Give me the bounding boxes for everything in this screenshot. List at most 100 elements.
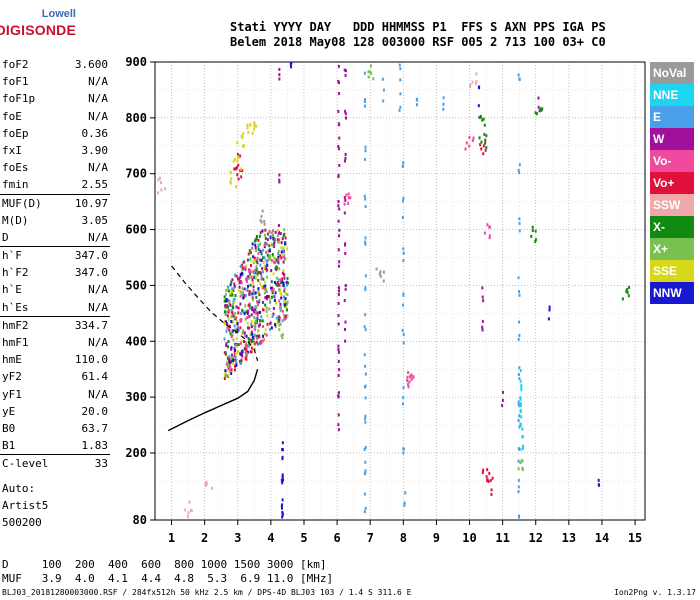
echo-point-f-cloud [233,346,236,350]
echo-point-f-cloud [239,318,242,322]
echo-point-sse [252,127,255,131]
echo-point-w [337,204,340,208]
echo-point-f-cloud [252,255,255,259]
echo-point-f-cloud [275,282,278,286]
param-row: B1 1.83 [0,437,110,454]
echo-point-e [364,384,367,388]
echo-point-f-cloud [247,303,250,307]
muf-row: MUF 3.9 4.0 4.1 4.4 4.8 5.3 6.9 11.0 [MH… [2,572,334,585]
echo-point-f-cloud [257,329,260,333]
echo-point-e [517,418,520,422]
echo-point-f-cloud [259,249,262,253]
echo-point-x- [369,70,372,74]
echo-point-x- [286,276,289,280]
echo-point-f-cloud [228,359,231,363]
echo-point-w [344,156,347,160]
echo-point-vo- [250,350,253,354]
param-row: yF1 N/A [0,386,110,403]
echo-point-f-cloud [258,293,261,297]
echo-point-f-cloud [280,277,283,281]
echo-point-f-cloud [247,342,250,346]
echo-point-f-cloud [224,312,227,316]
echo-point-w [337,293,340,297]
echo-point-x- [278,323,281,327]
echo-point-nnw [548,305,551,309]
echo-point-f-cloud [249,251,252,255]
echo-point-w [338,207,341,211]
echo-point-f-cloud [264,233,267,237]
echo-point-f-cloud [265,250,268,254]
echo-point-f-cloud [227,308,230,312]
echo-point-f-cloud [249,269,252,273]
echo-point-f-cloud [255,317,258,321]
echo-point-f-cloud [249,283,252,287]
echo-point-f-cloud [255,249,258,253]
echo-point-f-cloud [224,352,227,356]
echo-point-noval [260,214,263,218]
echo-point-e [399,78,402,82]
echo-point-w [537,105,540,109]
echo-point-e [401,215,404,219]
param-name: foF2 [2,58,29,71]
echo-point-f-cloud [224,292,227,296]
echo-point-x- [479,115,482,119]
echo-point-f-cloud [286,247,289,251]
echo-point-f-cloud [243,287,246,291]
echo-point-f-cloud [255,235,258,239]
echo-point-f-cloud [283,273,286,277]
echo-point-f-cloud [276,228,279,232]
echo-point-f-cloud [239,362,242,366]
echo-point-sse [249,123,252,127]
echo-point-f-cloud [262,325,265,329]
echo-point-f-cloud [251,332,254,336]
echo-point-f-cloud [258,300,261,304]
echo-point-x- [287,281,290,285]
echo-point-f-cloud [275,265,278,269]
echo-point-f-cloud [272,288,275,292]
echo-point-w [337,64,340,68]
echo-point-nne [519,402,522,406]
echo-point-f-cloud [232,298,235,302]
echo-point-f-cloud [232,286,235,290]
echo-point-f-cloud [280,246,283,250]
echo-point-w [344,69,347,73]
echo-point-vo- [236,173,239,177]
echo-point-f-cloud [237,277,240,281]
header-field-values: Belem 2018 May08 128 003000 RSF 005 2 71… [230,35,606,49]
echo-point-f-cloud [277,255,280,259]
echo-point-f-cloud [257,289,260,293]
echo-point-w [337,322,340,326]
echo-point-noval [277,234,280,238]
echo-point-vo- [240,358,243,362]
echo-point-f-cloud [266,242,269,246]
echo-point-nnw [597,483,600,487]
echo-point-f-cloud [240,339,243,343]
echo-point-nne [520,388,523,392]
echo-point-f-cloud [271,243,274,247]
echo-point-f-cloud [282,315,285,319]
echo-point-f-cloud [262,277,265,281]
echo-point-f-cloud [251,246,254,250]
echo-point-f-cloud [230,353,233,357]
param-name: D [2,230,9,244]
echo-point-w [277,231,280,235]
param-value: N/A [88,75,108,89]
echo-point-f-cloud [272,255,275,259]
echo-point-w [282,260,285,264]
echo-point-e [363,99,366,103]
echo-point-f-cloud [268,244,271,248]
echo-point-f-cloud [227,339,230,343]
echo-point-e [517,490,520,494]
echo-point-f-cloud [253,292,256,296]
echo-point-f-cloud [251,298,254,302]
param-value: 3.90 [81,143,109,157]
echo-point-f-cloud [229,291,232,295]
echo-point-w [344,327,347,331]
param-row: h`Es N/A [0,299,110,316]
echo-point-f-cloud [265,333,268,337]
echo-point-vo- [472,136,475,140]
echo-point-f-cloud [241,266,244,270]
param-row: M(D) 3.05 [0,212,110,229]
echo-point-w [338,92,341,96]
echo-point-vo- [235,167,238,171]
